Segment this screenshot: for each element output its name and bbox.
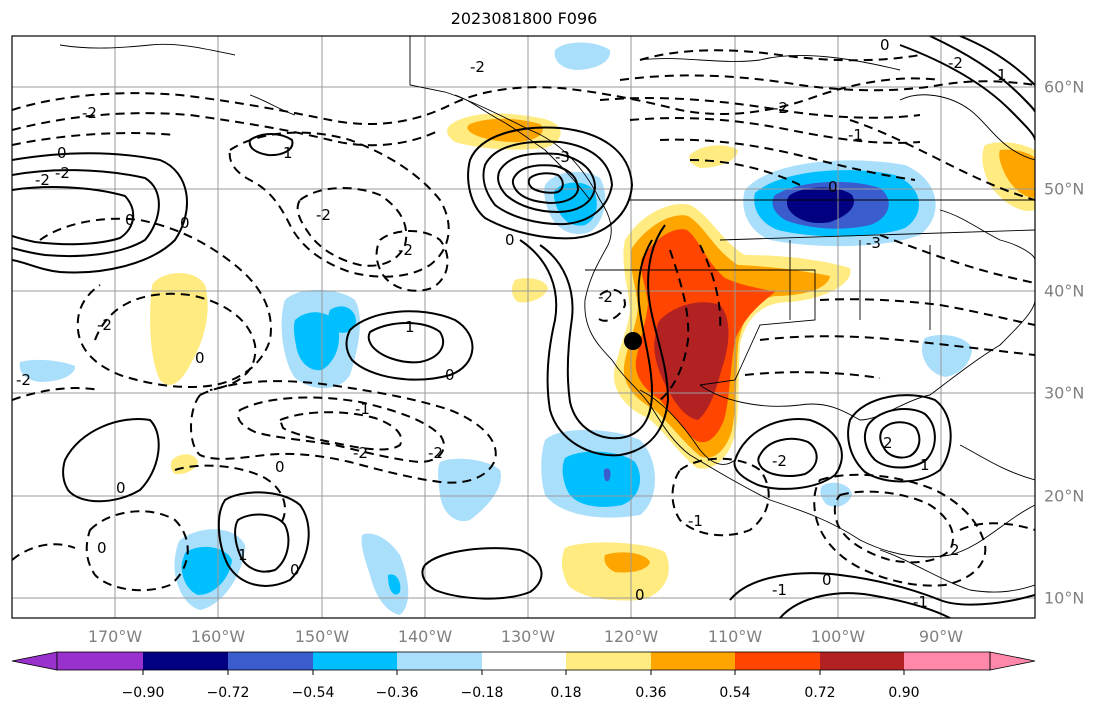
lon-label: 160°W bbox=[190, 627, 246, 646]
contour-label: 0 bbox=[125, 211, 135, 229]
contour-label: -2 bbox=[598, 288, 613, 306]
contour-label: 1 bbox=[997, 66, 1007, 84]
contour-label: 0 bbox=[180, 214, 190, 232]
colorbar-tick-label: −0.54 bbox=[291, 685, 335, 701]
contour-label: 2 bbox=[950, 541, 960, 559]
contour-label: 0 bbox=[195, 349, 205, 367]
colorbar-tick-label: 0.54 bbox=[719, 685, 751, 701]
lon-label: 150°W bbox=[294, 627, 350, 646]
contour-labels: 0 -2 -2 0 1 -2 0 -3 0 -2 -1 -2 0 -3 -2 1… bbox=[16, 36, 1007, 611]
colorbar-tick-label: 0.36 bbox=[635, 685, 667, 701]
lon-label: 140°W bbox=[397, 627, 453, 646]
contour-label: 0 bbox=[290, 561, 300, 579]
contour-label: 1 bbox=[920, 456, 930, 474]
contour-label: 0 bbox=[828, 178, 838, 196]
contour-label: -3 bbox=[555, 148, 570, 166]
lon-label: 90°W bbox=[918, 627, 964, 646]
lat-label: 20°N bbox=[1044, 486, 1085, 506]
contour-label: 0 bbox=[445, 366, 455, 384]
contour-label: -3 bbox=[866, 234, 881, 252]
contour-label: 0 bbox=[880, 36, 890, 54]
contour-label: 0 bbox=[97, 539, 107, 557]
contour-label: -2 bbox=[82, 104, 97, 122]
colorbar-extend-high bbox=[989, 651, 1036, 671]
colorbar-tick-label: −0.90 bbox=[121, 685, 165, 701]
contour-label: -2 bbox=[398, 241, 413, 259]
colorbar-tick-label: −0.18 bbox=[460, 685, 504, 701]
contour-label: 0 bbox=[275, 458, 285, 476]
contour-label: -2 bbox=[470, 58, 485, 76]
lon-label: 110°W bbox=[707, 627, 763, 646]
lat-label: 10°N bbox=[1044, 588, 1085, 608]
contour-label: -2 bbox=[772, 452, 787, 470]
lon-label: 100°W bbox=[810, 627, 866, 646]
lon-label: 170°W bbox=[87, 627, 143, 646]
point-marker bbox=[624, 332, 642, 350]
contour-label: -2 bbox=[97, 316, 112, 334]
contour-label: 1 bbox=[405, 318, 415, 336]
anomaly-shading bbox=[19, 42, 1035, 615]
colorbar-extend-low bbox=[11, 651, 58, 671]
contour-label: -1 bbox=[772, 581, 787, 599]
colorbar-tick-label: −0.72 bbox=[206, 685, 250, 701]
lon-label: 130°W bbox=[500, 627, 556, 646]
contour-label: -2 bbox=[948, 54, 963, 72]
colorbar-tick-label: 0.72 bbox=[804, 685, 836, 701]
contours bbox=[12, 36, 1035, 618]
contour-label: 1 bbox=[283, 144, 293, 162]
contour-label: -2 bbox=[16, 371, 31, 389]
map-frame bbox=[11, 35, 1036, 619]
contour-label: -1 bbox=[848, 126, 863, 144]
contour-label: -2 bbox=[773, 99, 788, 117]
graticule bbox=[12, 36, 1035, 618]
contour-label: -2 bbox=[353, 444, 368, 462]
lat-label: 60°N bbox=[1044, 77, 1085, 97]
coastlines bbox=[59, 36, 1035, 593]
contour-label: -1 bbox=[688, 512, 703, 530]
colorbar-tick-label: −0.36 bbox=[375, 685, 419, 701]
lon-label: 120°W bbox=[603, 627, 659, 646]
colorbar bbox=[11, 651, 1036, 675]
contour-label: 2 bbox=[883, 434, 893, 452]
map-title: 2023081800 F096 bbox=[450, 9, 598, 28]
contour-label: -2 bbox=[316, 206, 331, 224]
contour-label: 0 bbox=[635, 586, 645, 604]
contour-label: 0 bbox=[505, 231, 515, 249]
contour-label: 0 bbox=[822, 571, 832, 589]
contour-label: -1 bbox=[913, 593, 928, 611]
lat-label: 30°N bbox=[1044, 383, 1085, 403]
contour-label: -2 bbox=[428, 444, 443, 462]
contour-label: -2 bbox=[35, 171, 50, 189]
lat-label: 40°N bbox=[1044, 281, 1085, 301]
contour-label: -2 bbox=[55, 164, 70, 182]
contour-label: 1 bbox=[238, 546, 248, 564]
contour-label: 0 bbox=[116, 479, 126, 497]
colorbar-tick-label: 0.18 bbox=[550, 685, 582, 701]
colorbar-tick-label: 0.90 bbox=[888, 685, 920, 701]
lat-label: 50°N bbox=[1044, 179, 1085, 199]
contour-label: -1 bbox=[355, 400, 370, 418]
contour-label: 0 bbox=[57, 144, 67, 162]
